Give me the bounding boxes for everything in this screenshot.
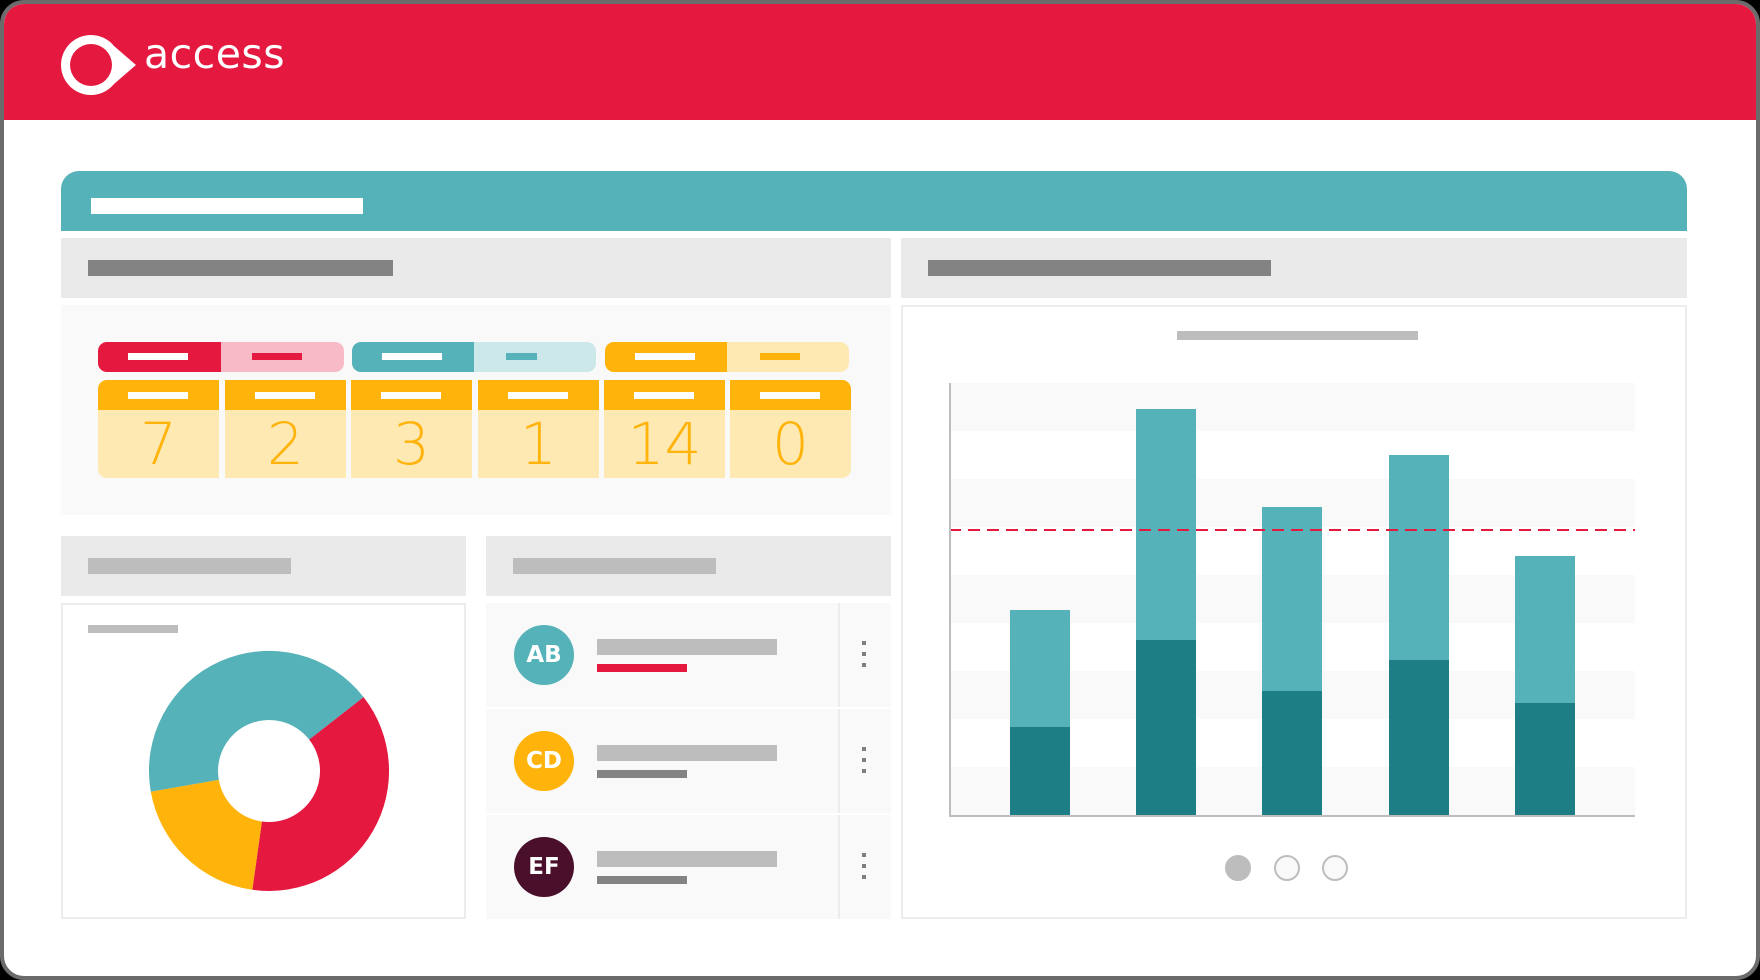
- item-subtitle-placeholder: [597, 770, 687, 778]
- kpi-tile[interactable]: 14: [604, 380, 725, 478]
- kpi-value: 7: [140, 410, 177, 478]
- people-list-header: [486, 536, 891, 596]
- donut-panel-title-placeholder: [88, 558, 291, 574]
- label-placeholder: [381, 392, 441, 399]
- bar-1-base[interactable]: [1010, 727, 1070, 815]
- donut-chart-panel: [61, 603, 466, 919]
- kpi-tile[interactable]: 0: [730, 380, 851, 478]
- more-options-icon[interactable]: [860, 853, 868, 879]
- group-amber-secondary: [727, 342, 849, 372]
- avatar: AB: [514, 625, 574, 685]
- kpi-tile-header: [478, 380, 599, 410]
- label-placeholder: [635, 353, 695, 360]
- bar-3-base[interactable]: [1262, 691, 1322, 815]
- bar-chart-panel: [901, 305, 1687, 919]
- divider: [838, 603, 840, 707]
- group-red-primary: [98, 342, 221, 372]
- label-placeholder: [255, 392, 315, 399]
- kpi-tile-header: [730, 380, 851, 410]
- donut-panel-header: [61, 536, 466, 596]
- group-teal-primary: [352, 342, 474, 372]
- donut-segment-teal[interactable]: [148, 650, 364, 792]
- kpi-tile[interactable]: 2: [225, 380, 346, 478]
- more-options-icon[interactable]: [860, 747, 868, 773]
- bar-5-top[interactable]: [1515, 556, 1575, 703]
- item-title-placeholder: [597, 745, 777, 761]
- kpi-value: 1: [520, 410, 557, 478]
- kpi-value: 2: [267, 410, 304, 478]
- group-amber-primary: [605, 342, 727, 372]
- kpi-tile[interactable]: 3: [351, 380, 472, 478]
- pagination-dot-3[interactable]: [1322, 855, 1348, 881]
- kpi-tile[interactable]: 1: [478, 380, 599, 478]
- kpi-value: 0: [772, 410, 809, 478]
- page-title-placeholder: [91, 198, 363, 214]
- kpi-panel-header: [61, 238, 891, 298]
- list-item[interactable]: AB: [486, 603, 891, 707]
- label-placeholder: [508, 392, 568, 399]
- bar-1-top[interactable]: [1010, 610, 1070, 727]
- item-title-placeholder: [597, 851, 777, 867]
- top-header-bar: access: [4, 4, 1756, 120]
- avatar: CD: [514, 731, 574, 791]
- pagination-dot-2[interactable]: [1274, 855, 1300, 881]
- divider: [838, 815, 840, 919]
- stacked-bar-chart[interactable]: [903, 307, 1685, 917]
- label-placeholder: [760, 353, 800, 360]
- kpi-value: 14: [627, 410, 702, 478]
- bar-2-base[interactable]: [1136, 640, 1196, 815]
- bar-chart-title-placeholder: [1177, 331, 1418, 340]
- label-placeholder: [128, 353, 188, 360]
- page-title-bar: [61, 171, 1687, 231]
- label-placeholder: [506, 353, 537, 360]
- kpi-tile-header: [98, 380, 219, 410]
- bar-3-top[interactable]: [1262, 507, 1322, 691]
- bar-5-base[interactable]: [1515, 703, 1575, 815]
- label-placeholder: [634, 392, 694, 399]
- kpi-tile-header: [225, 380, 346, 410]
- kpi-tile[interactable]: 7: [98, 380, 219, 478]
- list-item[interactable]: EF: [486, 815, 891, 919]
- label-placeholder: [252, 353, 302, 360]
- donut-segment-amber[interactable]: [150, 779, 262, 890]
- label-placeholder: [382, 353, 442, 360]
- avatar: EF: [514, 837, 574, 897]
- people-list: AB CD EF: [486, 603, 891, 919]
- access-logo-icon: [61, 35, 136, 95]
- bar-2-top[interactable]: [1136, 409, 1196, 640]
- bar-4-top[interactable]: [1389, 455, 1449, 660]
- people-list-title-placeholder: [513, 558, 716, 574]
- bar-chart-panel-header: [901, 238, 1687, 298]
- item-title-placeholder: [597, 639, 777, 655]
- pagination-dot-1-active[interactable]: [1225, 855, 1251, 881]
- kpi-tile-header: [604, 380, 725, 410]
- label-placeholder: [128, 392, 188, 399]
- group-red-secondary: [221, 342, 344, 372]
- kpi-group-teal[interactable]: [352, 342, 596, 372]
- item-status-placeholder: [597, 664, 687, 672]
- bar-chart-panel-title-placeholder: [928, 260, 1271, 276]
- item-subtitle-placeholder: [597, 876, 687, 884]
- list-item[interactable]: CD: [486, 709, 891, 813]
- donut-chart-title-placeholder: [88, 625, 178, 633]
- kpi-group-amber[interactable]: [605, 342, 849, 372]
- kpi-value: 3: [393, 410, 430, 478]
- donut-chart[interactable]: [63, 605, 464, 917]
- group-teal-secondary: [474, 342, 596, 372]
- bar-4-base[interactable]: [1389, 660, 1449, 815]
- kpi-tile-header: [351, 380, 472, 410]
- label-placeholder: [760, 392, 820, 399]
- kpi-panel-title-placeholder: [88, 260, 393, 276]
- brand-name: access: [144, 30, 286, 78]
- kpi-group-red[interactable]: [98, 342, 344, 372]
- kpi-panel: 7 2 3 1 14 0: [61, 305, 891, 515]
- divider: [838, 709, 840, 813]
- more-options-icon[interactable]: [860, 641, 868, 667]
- donut-segment-red[interactable]: [252, 697, 390, 891]
